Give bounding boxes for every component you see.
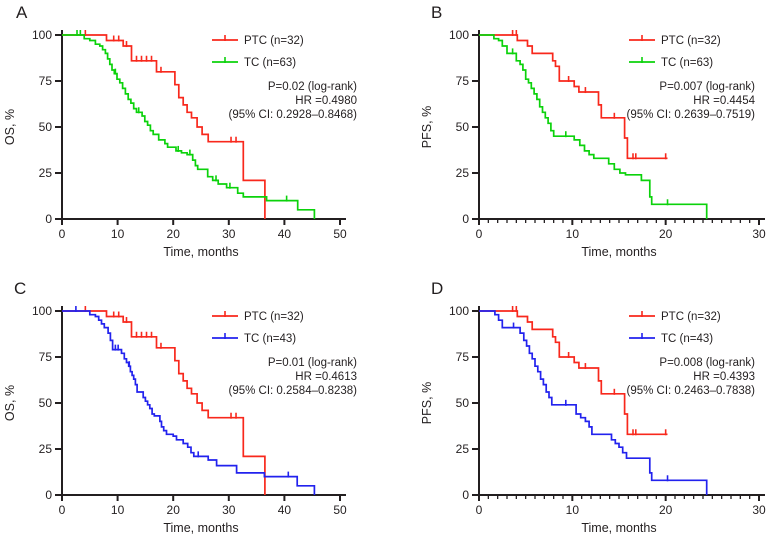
y-tick-label: 50 xyxy=(39,396,53,410)
y-tick-label: 0 xyxy=(462,488,469,502)
km-curve-ptc xyxy=(62,310,266,495)
legend-label: TC (n=43) xyxy=(661,333,713,345)
km-curve-ptc xyxy=(479,310,668,436)
y-tick-label: 25 xyxy=(456,442,470,456)
stats-line: P=0.008 (log-rank) xyxy=(659,357,755,369)
x-tick-label: 0 xyxy=(476,227,483,241)
legend-label: TC (n=63) xyxy=(661,57,713,69)
legend-label: TC (n=43) xyxy=(244,333,296,345)
x-tick-label: 40 xyxy=(278,227,292,241)
x-tick-label: 40 xyxy=(278,503,292,517)
stats-line: HR =0.4613 xyxy=(295,371,357,383)
legend-label: PTC (n=32) xyxy=(661,35,721,47)
x-tick-label: 10 xyxy=(111,227,125,241)
legend-label: TC (n=63) xyxy=(244,57,296,69)
x-axis-title: Time, months xyxy=(581,521,656,535)
x-tick-label: 0 xyxy=(59,227,66,241)
y-tick-label: 100 xyxy=(449,28,469,42)
panel-letter: C xyxy=(14,279,27,298)
y-axis-title: OS, % xyxy=(3,109,17,145)
x-tick-label: 10 xyxy=(111,503,125,517)
y-tick-label: 50 xyxy=(39,120,53,134)
x-axis-title: Time, months xyxy=(581,245,656,259)
km-curve-tc xyxy=(62,310,316,495)
legend-label: PTC (n=32) xyxy=(661,311,721,323)
km-curve-tc xyxy=(479,34,708,219)
x-tick-label: 50 xyxy=(333,227,347,241)
y-tick-label: 0 xyxy=(45,488,52,502)
stats-line: (95% CI: 0.2639–0.7519) xyxy=(626,109,755,121)
y-tick-label: 75 xyxy=(39,74,53,88)
stats-line: P=0.02 (log-rank) xyxy=(268,81,357,93)
x-tick-label: 30 xyxy=(222,503,236,517)
y-tick-label: 0 xyxy=(45,212,52,226)
x-tick-label: 30 xyxy=(752,227,766,241)
x-tick-label: 20 xyxy=(167,503,181,517)
panel-letter: D xyxy=(431,279,444,298)
stats-line: HR =0.4393 xyxy=(693,371,755,383)
x-tick-label: 0 xyxy=(476,503,483,517)
stats-line: P=0.01 (log-rank) xyxy=(268,357,357,369)
y-tick-label: 50 xyxy=(456,120,470,134)
legend-label: PTC (n=32) xyxy=(244,311,304,323)
y-tick-label: 75 xyxy=(456,74,470,88)
panel-D-pfs-ptc-vs-tc43-chart: D 0 10 20 30 0 25 50 75 100 Time, months PFS, % PTC … xyxy=(420,279,766,535)
stats-line: HR =0.4980 xyxy=(295,95,357,107)
y-tick-label: 50 xyxy=(456,396,470,410)
x-tick-label: 30 xyxy=(222,227,236,241)
y-tick-label: 25 xyxy=(39,442,53,456)
km-curve-tc xyxy=(479,310,708,495)
stats-line: (95% CI: 0.2463–0.7838) xyxy=(626,385,755,397)
stats-line: (95% CI: 0.2584–0.8238) xyxy=(228,385,357,397)
y-axis-title: OS, % xyxy=(3,385,17,421)
x-tick-label: 20 xyxy=(659,503,673,517)
legend-label: PTC (n=32) xyxy=(244,35,304,47)
y-tick-label: 0 xyxy=(462,212,469,226)
x-tick-label: 0 xyxy=(59,503,66,517)
km-curve-tc xyxy=(62,34,316,219)
x-axis-title: Time, months xyxy=(163,521,238,535)
y-tick-label: 25 xyxy=(39,166,53,180)
y-tick-label: 100 xyxy=(32,28,52,42)
y-tick-label: 100 xyxy=(32,304,52,318)
panel-letter: B xyxy=(431,3,443,22)
x-tick-label: 30 xyxy=(752,503,766,517)
x-tick-label: 20 xyxy=(659,227,673,241)
km-curve-ptc xyxy=(479,34,668,160)
panel-A-os-ptc-vs-tc63-chart: A 0 10 20 30 40 50 0 25 50 75 100 Time, months OS, % P… xyxy=(3,3,357,259)
x-tick-label: 10 xyxy=(566,227,580,241)
panel-C-os-ptc-vs-tc43-chart: C 0 10 20 30 40 50 0 25 50 75 100 Time, months OS, % P… xyxy=(3,279,357,535)
x-tick-label: 20 xyxy=(167,227,181,241)
x-tick-label: 50 xyxy=(333,503,347,517)
stats-line: P=0.007 (log-rank) xyxy=(659,81,755,93)
y-tick-label: 100 xyxy=(449,304,469,318)
y-tick-label: 75 xyxy=(456,350,470,364)
stats-line: (95% CI: 0.2928–0.8468) xyxy=(228,109,357,121)
y-tick-label: 25 xyxy=(456,166,470,180)
y-axis-title: PFS, % xyxy=(420,382,434,424)
y-tick-label: 75 xyxy=(39,350,53,364)
panel-B-pfs-ptc-vs-tc63-chart: B 0 10 20 30 0 25 50 75 100 Time, months PFS, % PTC … xyxy=(420,3,766,259)
km-curve-ptc xyxy=(62,34,266,219)
stats-line: HR =0.4454 xyxy=(693,95,755,107)
panel-letter: A xyxy=(16,3,28,22)
x-tick-label: 10 xyxy=(566,503,580,517)
x-axis-title: Time, months xyxy=(163,245,238,259)
y-axis-title: PFS, % xyxy=(420,106,434,148)
